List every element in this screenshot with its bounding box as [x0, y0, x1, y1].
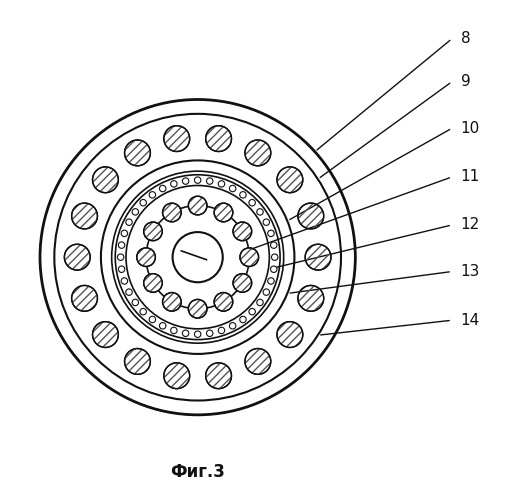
Circle shape [239, 316, 246, 322]
Text: 12: 12 [460, 218, 479, 232]
Circle shape [194, 331, 201, 338]
Circle shape [126, 219, 132, 226]
Circle shape [297, 203, 323, 229]
Circle shape [263, 289, 269, 296]
Circle shape [118, 242, 125, 248]
Circle shape [276, 322, 302, 347]
Circle shape [92, 167, 118, 192]
Circle shape [205, 126, 231, 152]
Circle shape [163, 126, 189, 152]
Circle shape [267, 278, 274, 284]
Circle shape [267, 230, 274, 236]
Circle shape [263, 219, 269, 226]
Circle shape [162, 203, 181, 222]
Circle shape [71, 286, 97, 311]
Circle shape [239, 248, 258, 266]
Circle shape [218, 180, 224, 187]
Circle shape [233, 274, 251, 292]
Circle shape [159, 322, 165, 329]
Circle shape [206, 178, 213, 184]
Circle shape [117, 254, 124, 260]
Circle shape [162, 292, 181, 311]
Circle shape [92, 322, 118, 347]
Text: 13: 13 [460, 264, 479, 279]
Circle shape [271, 254, 277, 260]
Circle shape [214, 203, 232, 222]
Circle shape [182, 178, 188, 184]
Circle shape [118, 266, 125, 272]
Text: 9: 9 [460, 74, 469, 89]
Text: 11: 11 [460, 170, 479, 184]
Circle shape [182, 330, 188, 336]
Circle shape [276, 167, 302, 192]
Circle shape [139, 308, 146, 315]
Circle shape [248, 200, 255, 206]
Circle shape [124, 348, 150, 374]
Circle shape [256, 208, 263, 215]
Circle shape [171, 180, 177, 187]
Circle shape [214, 292, 232, 311]
Circle shape [159, 186, 165, 192]
Circle shape [194, 177, 201, 184]
Circle shape [149, 192, 155, 198]
Circle shape [188, 300, 207, 318]
Circle shape [121, 230, 127, 236]
Circle shape [136, 248, 155, 266]
Circle shape [218, 327, 224, 334]
Circle shape [139, 200, 146, 206]
Circle shape [172, 232, 222, 282]
Circle shape [229, 322, 235, 329]
Circle shape [144, 222, 162, 240]
Circle shape [132, 208, 138, 215]
Circle shape [188, 196, 207, 215]
Circle shape [244, 140, 270, 166]
Circle shape [64, 244, 90, 270]
Circle shape [244, 348, 270, 374]
Circle shape [229, 186, 235, 192]
Circle shape [248, 308, 255, 315]
Circle shape [121, 278, 127, 284]
Circle shape [270, 266, 276, 272]
Circle shape [233, 222, 251, 240]
Circle shape [124, 140, 150, 166]
Circle shape [239, 192, 246, 198]
Text: 14: 14 [460, 312, 479, 328]
Circle shape [71, 203, 97, 229]
Circle shape [163, 363, 189, 388]
Circle shape [206, 330, 213, 336]
Circle shape [256, 299, 263, 306]
Circle shape [132, 299, 138, 306]
Text: 8: 8 [460, 31, 469, 46]
Circle shape [270, 242, 276, 248]
Text: 10: 10 [460, 120, 479, 136]
Circle shape [304, 244, 330, 270]
Circle shape [149, 316, 155, 322]
Circle shape [297, 286, 323, 311]
Circle shape [126, 289, 132, 296]
Text: Фиг.3: Фиг.3 [170, 463, 224, 481]
Circle shape [171, 327, 177, 334]
Circle shape [144, 274, 162, 292]
Circle shape [205, 363, 231, 388]
